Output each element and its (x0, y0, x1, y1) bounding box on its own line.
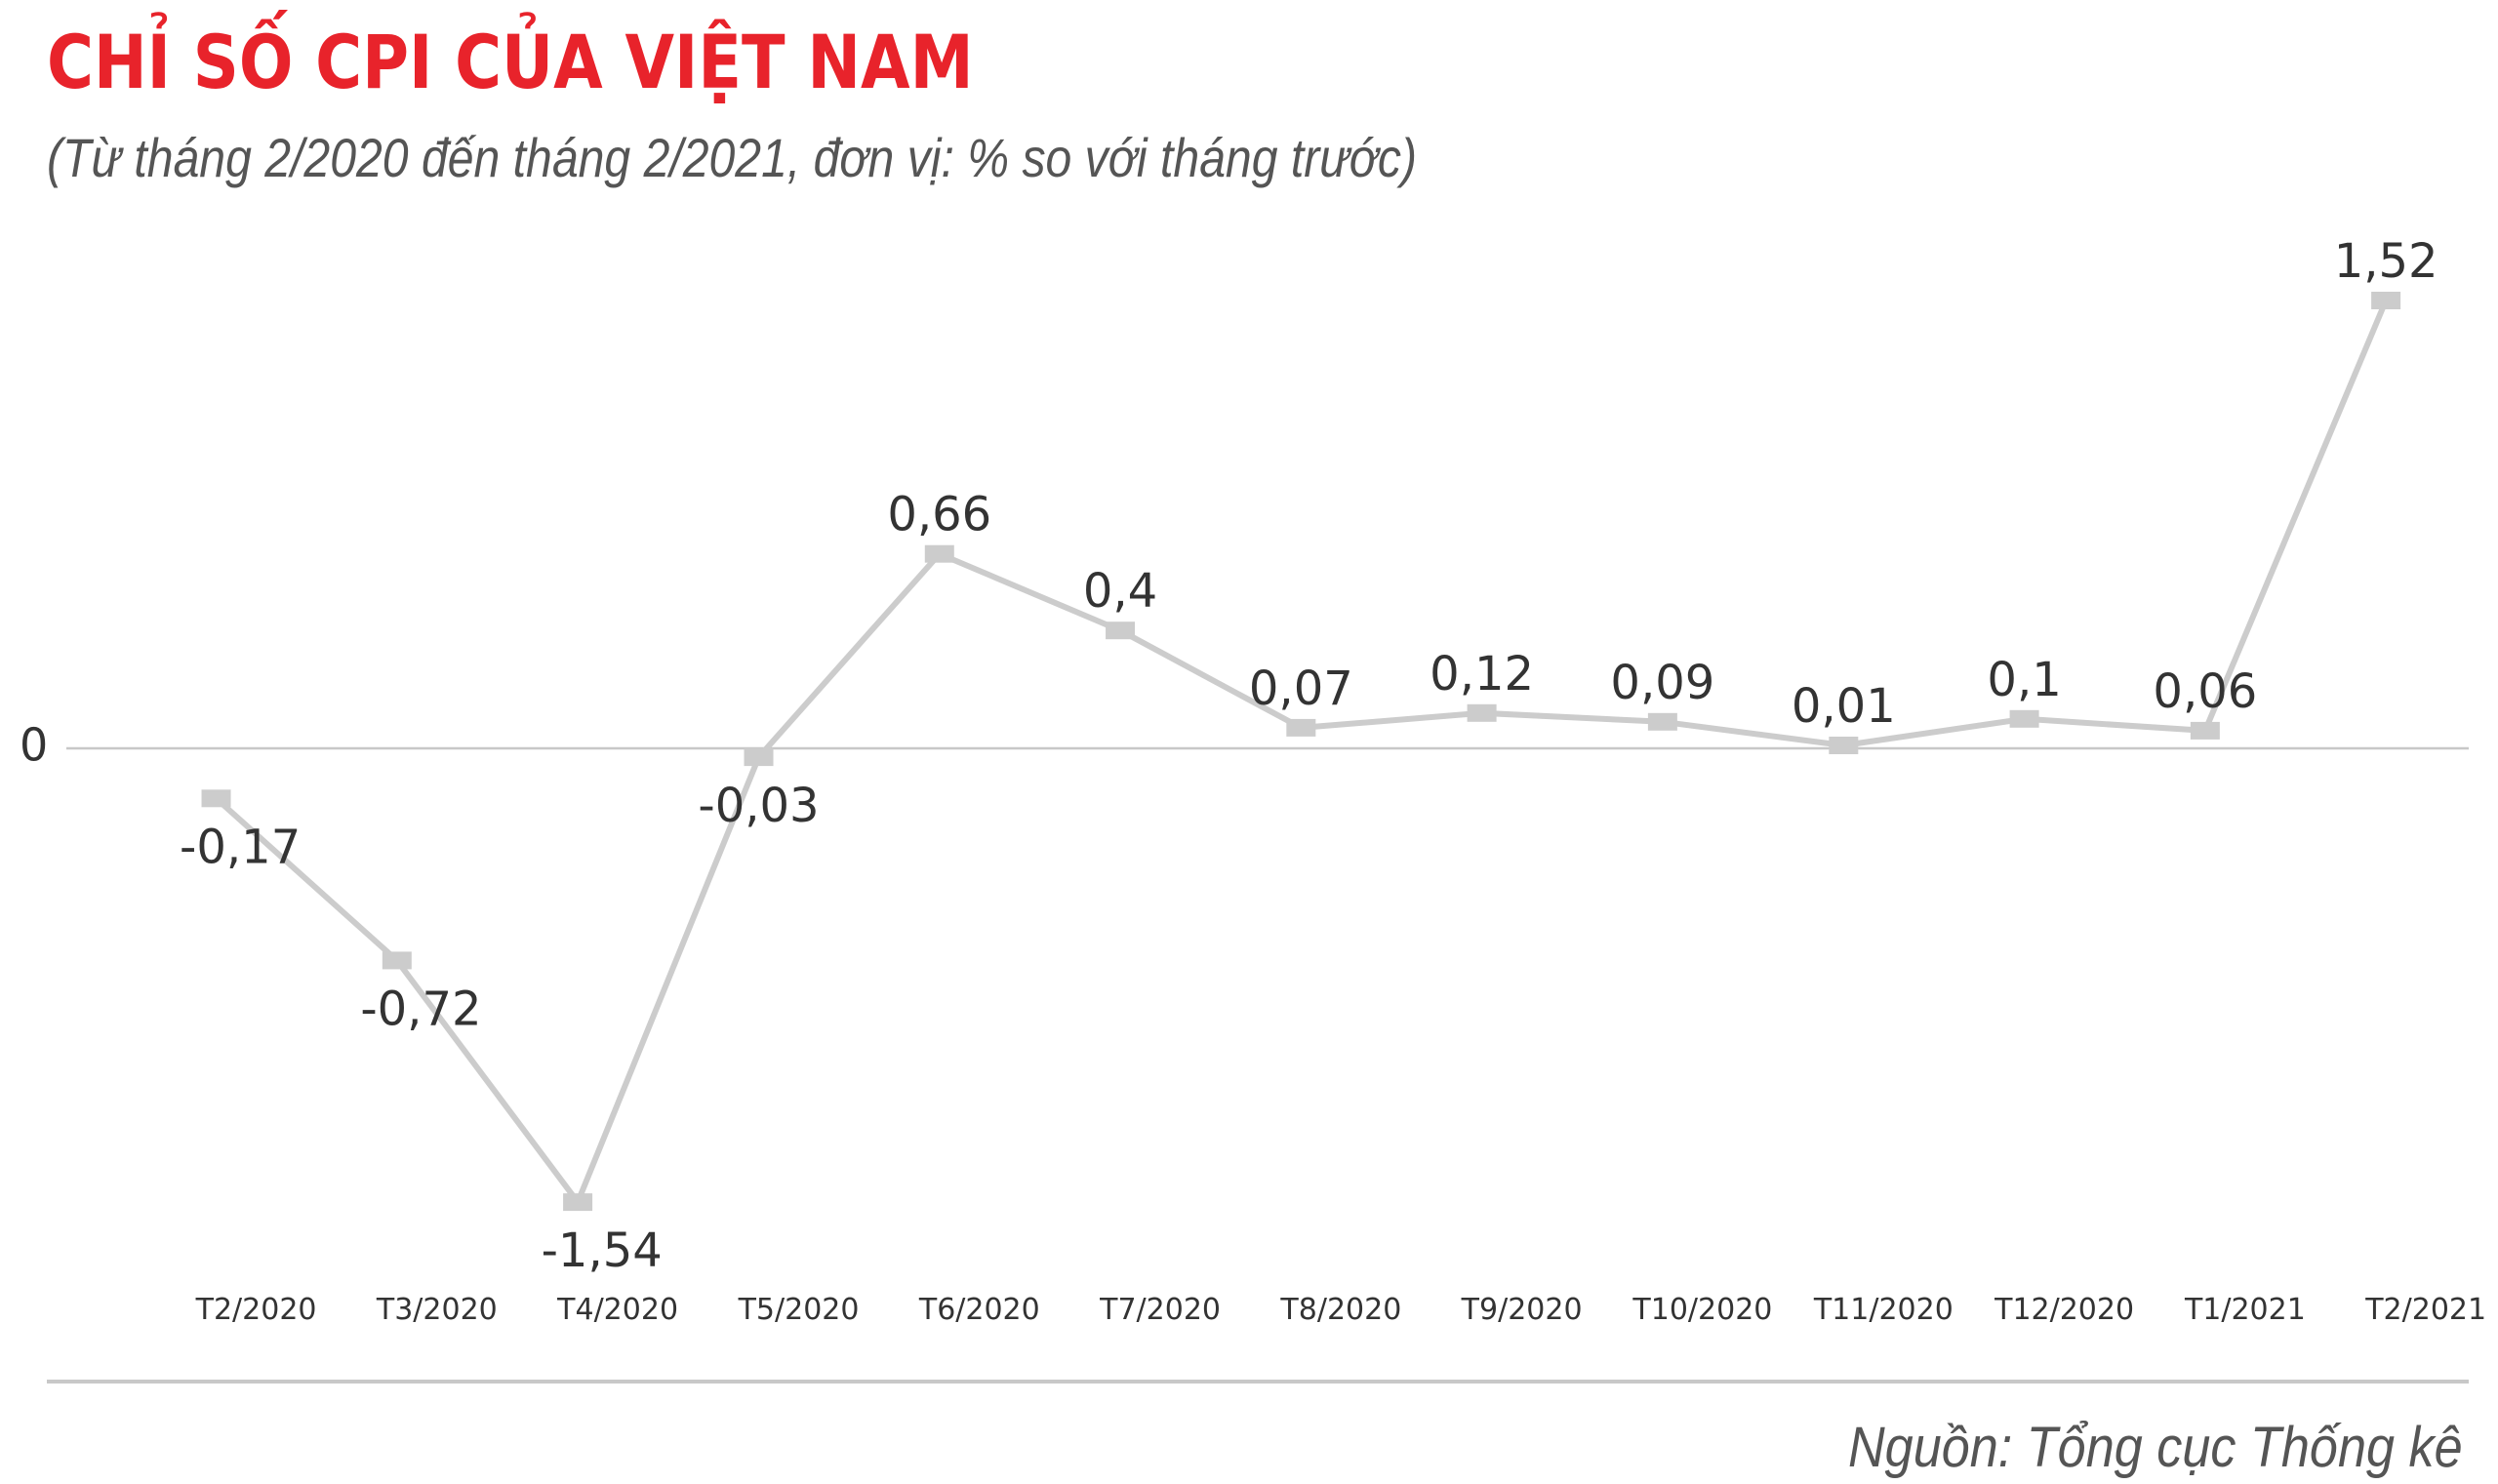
data-label: 0,12 (1430, 647, 1534, 702)
data-point-marker (2009, 709, 2039, 728)
cpi-line-chart: 0 -0,17 -0,72 -1,54 -0,03 0,66 0,4 0,07 0,12 0,0… (20, 234, 2486, 1327)
zero-baseline-label: 0 (20, 719, 48, 772)
x-tick-label: T3/2020 (376, 1293, 498, 1327)
x-tick-label: T12/2020 (1994, 1293, 2134, 1327)
data-point-marker (1829, 737, 1859, 754)
chart-title: CHỈ SỐ CPI CỦA VIỆT NAM (47, 19, 974, 105)
data-point-marker (2190, 721, 2220, 740)
x-tick-label: T1/2021 (2184, 1293, 2306, 1327)
x-tick-label: T9/2020 (1461, 1293, 1583, 1327)
data-point-marker (382, 951, 412, 970)
series-line (217, 301, 2387, 1202)
data-label: 0,07 (1249, 662, 1353, 716)
data-label: 1,52 (2334, 234, 2438, 289)
data-label: 0,1 (1987, 653, 2061, 707)
x-tick-label: T6/2020 (918, 1293, 1040, 1327)
chart-subtitle: (Từ tháng 2/2020 đến tháng 2/2021, đơn v… (47, 127, 1418, 188)
data-label: 0,01 (1792, 679, 1896, 734)
data-label: 0,4 (1083, 564, 1157, 619)
data-point-marker (744, 748, 774, 767)
data-label: 0,09 (1610, 656, 1714, 710)
data-point-marker (201, 789, 231, 808)
x-tick-label: T2/2020 (195, 1293, 317, 1327)
data-label: -1,54 (542, 1223, 663, 1278)
x-tick-label: T8/2020 (1279, 1293, 1401, 1327)
data-point-marker (1467, 703, 1497, 722)
data-point-marker (924, 544, 954, 563)
data-point-marker (1647, 712, 1677, 731)
data-label: 0,66 (887, 488, 991, 542)
data-point-marker (1286, 718, 1316, 737)
footer-divider (47, 1380, 2469, 1384)
data-point-marker (563, 1193, 593, 1212)
data-point-marker (2371, 292, 2401, 309)
data-labels: -0,17 -0,72 -1,54 -0,03 0,66 0,4 0,07 0,12 0,09 0… (180, 234, 2438, 1278)
x-tick-label: T5/2020 (738, 1293, 860, 1327)
x-tick-label: T11/2020 (1813, 1293, 1954, 1327)
cpi-series (201, 292, 2401, 1212)
source-note: Nguồn: Tổng cục Thống kê (1848, 1416, 2463, 1479)
data-point-marker (1106, 622, 1136, 640)
x-tick-label: T10/2020 (1632, 1293, 1772, 1327)
data-label: -0,03 (698, 779, 819, 833)
x-tick-label: T2/2021 (2364, 1293, 2486, 1327)
data-label: -0,72 (360, 982, 481, 1036)
data-label: -0,17 (180, 820, 301, 874)
x-tick-label: T7/2020 (1099, 1293, 1221, 1327)
data-label: 0,06 (2153, 664, 2257, 719)
x-tick-label: T4/2020 (556, 1293, 678, 1327)
x-axis-tick-labels: T2/2020 T3/2020 T4/2020 T5/2020 T6/2020 T7/20… (195, 1293, 2486, 1327)
